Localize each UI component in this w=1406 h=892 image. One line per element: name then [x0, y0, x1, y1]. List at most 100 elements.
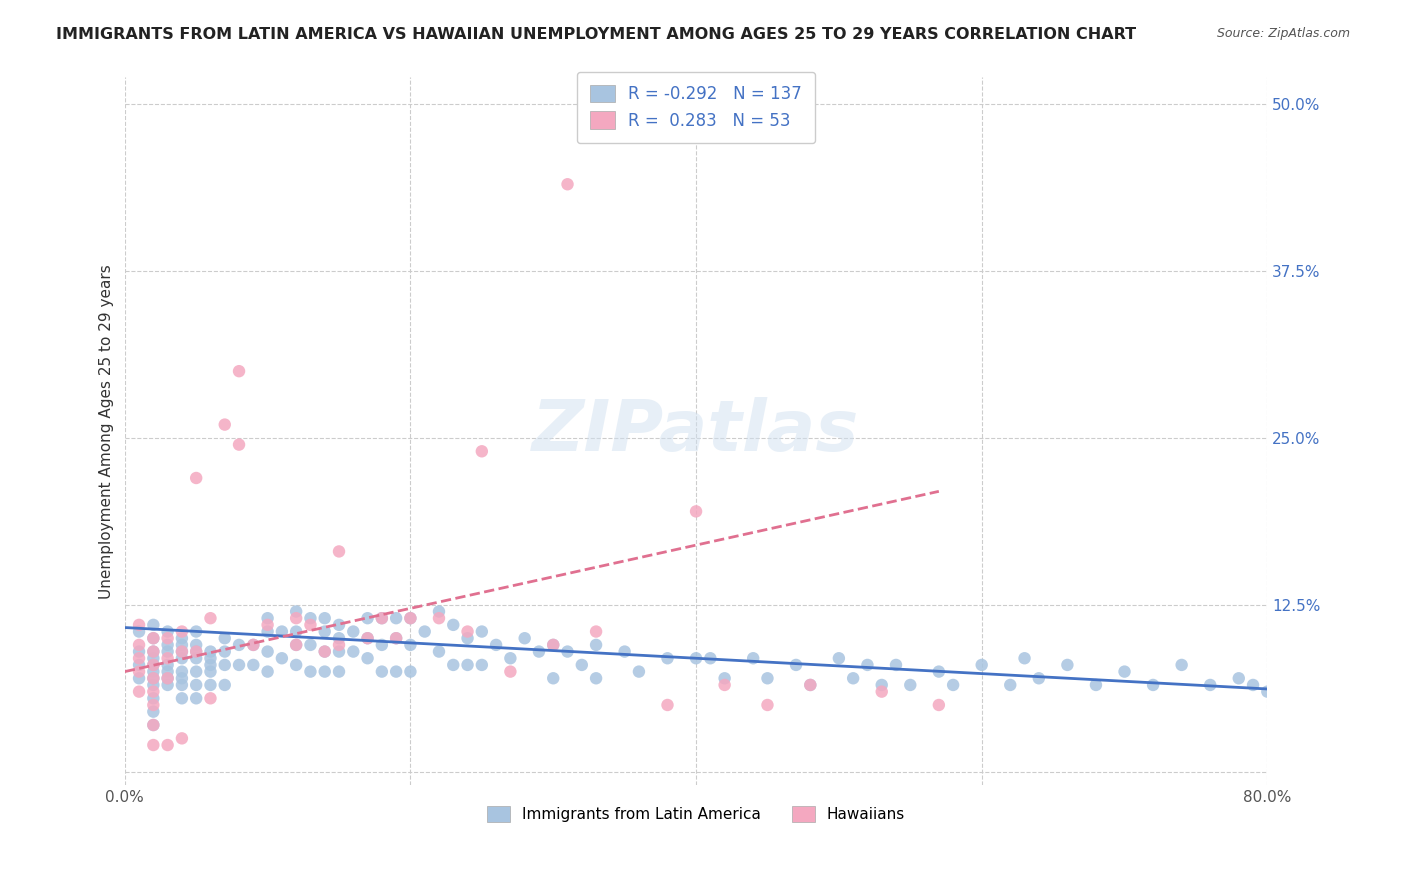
Point — [214, 417, 236, 432]
Point — [371, 611, 394, 625]
Point — [200, 651, 222, 665]
Point — [328, 618, 350, 632]
Point — [799, 678, 821, 692]
Point — [685, 504, 707, 518]
Point — [1028, 671, 1050, 685]
Point — [499, 651, 522, 665]
Y-axis label: Unemployment Among Ages 25 to 29 years: Unemployment Among Ages 25 to 29 years — [100, 264, 114, 599]
Point — [142, 671, 165, 685]
Point — [170, 638, 193, 652]
Point — [256, 624, 278, 639]
Point — [471, 624, 494, 639]
Point — [314, 665, 336, 679]
Point — [170, 691, 193, 706]
Point — [1056, 657, 1078, 672]
Point — [128, 618, 150, 632]
Point — [170, 651, 193, 665]
Point — [557, 644, 579, 658]
Point — [1256, 684, 1278, 698]
Point — [427, 611, 450, 625]
Point — [128, 651, 150, 665]
Point — [186, 644, 208, 658]
Point — [828, 651, 851, 665]
Point — [142, 738, 165, 752]
Point — [371, 638, 394, 652]
Point — [898, 678, 921, 692]
Point — [699, 651, 721, 665]
Point — [385, 631, 408, 645]
Point — [657, 698, 679, 712]
Point — [1084, 678, 1107, 692]
Point — [541, 638, 564, 652]
Point — [170, 731, 193, 746]
Point — [142, 631, 165, 645]
Point — [142, 644, 165, 658]
Point — [585, 671, 607, 685]
Point — [142, 684, 165, 698]
Point — [756, 698, 779, 712]
Point — [585, 624, 607, 639]
Point — [142, 657, 165, 672]
Point — [685, 651, 707, 665]
Point — [328, 665, 350, 679]
Point — [356, 631, 378, 645]
Point — [657, 651, 679, 665]
Point — [170, 665, 193, 679]
Point — [214, 644, 236, 658]
Point — [299, 611, 322, 625]
Point — [156, 631, 179, 645]
Point — [186, 651, 208, 665]
Point — [314, 644, 336, 658]
Point — [256, 611, 278, 625]
Point — [870, 678, 893, 692]
Point — [299, 638, 322, 652]
Point — [142, 705, 165, 719]
Point — [585, 638, 607, 652]
Point — [186, 624, 208, 639]
Point — [186, 665, 208, 679]
Point — [200, 665, 222, 679]
Point — [256, 644, 278, 658]
Point — [856, 657, 879, 672]
Point — [527, 644, 550, 658]
Point — [285, 624, 308, 639]
Point — [399, 611, 422, 625]
Point — [186, 471, 208, 485]
Point — [328, 644, 350, 658]
Point — [214, 657, 236, 672]
Point — [242, 657, 264, 672]
Point — [228, 638, 250, 652]
Point — [156, 638, 179, 652]
Point — [285, 611, 308, 625]
Point — [441, 657, 464, 672]
Point — [457, 631, 479, 645]
Point — [128, 665, 150, 679]
Point — [186, 691, 208, 706]
Point — [328, 638, 350, 652]
Point — [270, 651, 292, 665]
Point — [142, 678, 165, 692]
Point — [328, 544, 350, 558]
Point — [441, 618, 464, 632]
Point — [128, 624, 150, 639]
Point — [142, 631, 165, 645]
Point — [314, 611, 336, 625]
Point — [1227, 671, 1250, 685]
Point — [156, 665, 179, 679]
Point — [385, 631, 408, 645]
Point — [356, 611, 378, 625]
Point — [457, 624, 479, 639]
Point — [128, 644, 150, 658]
Point — [142, 671, 165, 685]
Point — [128, 638, 150, 652]
Point — [541, 638, 564, 652]
Point — [142, 644, 165, 658]
Point — [156, 671, 179, 685]
Point — [1014, 651, 1036, 665]
Point — [970, 657, 993, 672]
Point — [513, 631, 536, 645]
Point — [427, 644, 450, 658]
Point — [314, 624, 336, 639]
Point — [170, 631, 193, 645]
Point — [541, 671, 564, 685]
